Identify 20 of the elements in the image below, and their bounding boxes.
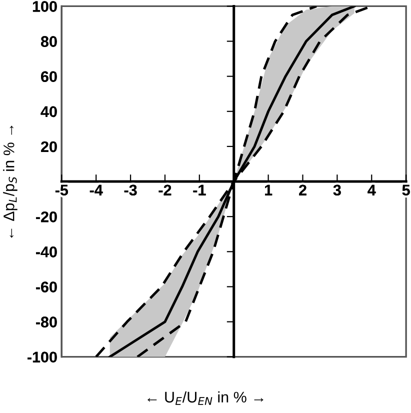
- x-tick-label: 4: [368, 184, 376, 196]
- y-tick-label: 40: [40, 106, 57, 118]
- x-axis-title: ← U$_{E}$/U$_{EN}$ in % →: [148, 391, 264, 405]
- y-tick-label: 80: [40, 36, 57, 47]
- y-tick-label: -40: [36, 246, 57, 258]
- y-tick-label: 60: [41, 71, 57, 82]
- y-tick-label: -60: [36, 282, 57, 292]
- y-tick-label: -80: [36, 316, 57, 328]
- y-tick-label: 20: [41, 141, 57, 152]
- y-axis-title: ← Δp$_{L}$/p$_{S}$ in % →: [3, 126, 18, 238]
- x-tick-label: -3: [124, 184, 137, 196]
- x-tick-label: 1: [265, 184, 272, 196]
- x-tick-label: -1: [193, 184, 206, 196]
- x-tick-label: 2: [299, 184, 306, 196]
- x-tick-label: -2: [158, 184, 172, 196]
- y-tick-label: -100: [28, 352, 57, 363]
- x-tick-label: 3: [333, 184, 341, 196]
- y-tick-label: -20: [36, 211, 57, 222]
- y-tick-label: 100: [32, 1, 57, 12]
- x-tick-label: -4: [90, 184, 103, 196]
